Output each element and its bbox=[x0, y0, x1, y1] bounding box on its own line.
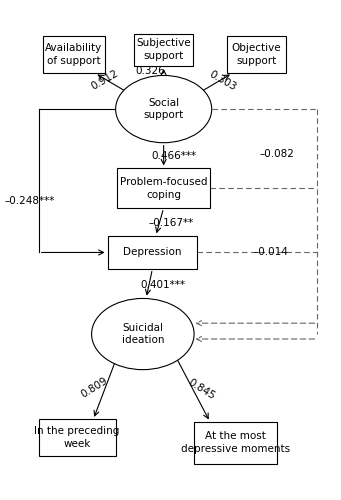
Text: Social
support: Social support bbox=[144, 98, 184, 120]
Text: 0.845: 0.845 bbox=[186, 378, 217, 402]
Text: –0.167**: –0.167** bbox=[148, 218, 194, 228]
Ellipse shape bbox=[116, 76, 212, 142]
Text: 0.912: 0.912 bbox=[89, 68, 120, 92]
Ellipse shape bbox=[92, 298, 194, 370]
Text: –0.248***: –0.248*** bbox=[5, 196, 55, 205]
FancyBboxPatch shape bbox=[134, 34, 193, 66]
FancyBboxPatch shape bbox=[43, 36, 105, 73]
Text: Subjective
support: Subjective support bbox=[136, 38, 191, 61]
Text: Availability
of support: Availability of support bbox=[45, 44, 103, 66]
Text: 0.466***: 0.466*** bbox=[152, 151, 197, 161]
Text: In the preceding
week: In the preceding week bbox=[34, 426, 120, 450]
Text: At the most
depressive moments: At the most depressive moments bbox=[181, 432, 290, 454]
Text: 0.303: 0.303 bbox=[207, 68, 238, 92]
Text: 0.326: 0.326 bbox=[135, 66, 165, 76]
Text: Suicidal
ideation: Suicidal ideation bbox=[122, 322, 164, 345]
Text: Depression: Depression bbox=[123, 248, 182, 258]
FancyBboxPatch shape bbox=[194, 422, 277, 464]
Text: 0.401***: 0.401*** bbox=[140, 280, 185, 289]
Text: Problem-focused
coping: Problem-focused coping bbox=[120, 177, 207, 200]
Text: –0.082: –0.082 bbox=[260, 148, 295, 158]
FancyBboxPatch shape bbox=[117, 168, 210, 208]
FancyBboxPatch shape bbox=[108, 236, 197, 268]
Text: 0.809: 0.809 bbox=[79, 376, 109, 400]
FancyBboxPatch shape bbox=[39, 420, 116, 457]
FancyBboxPatch shape bbox=[227, 36, 286, 73]
Text: –0.014: –0.014 bbox=[253, 248, 288, 258]
Text: Objective
support: Objective support bbox=[232, 44, 281, 66]
